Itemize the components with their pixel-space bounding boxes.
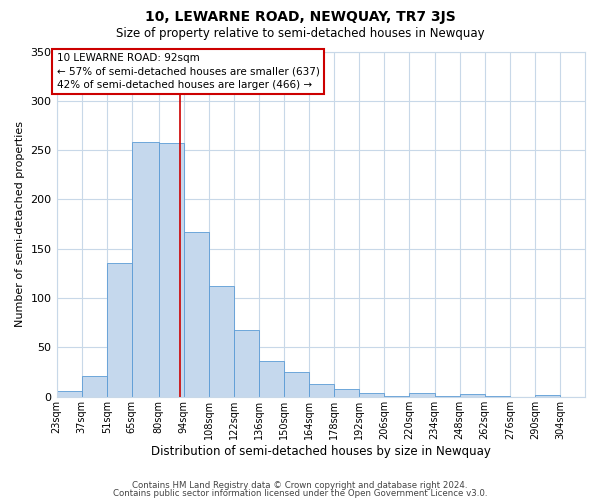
Bar (82, 376, 107, 397)
Text: Size of property relative to semi-detached houses in Newquay: Size of property relative to semi-detach… (116, 28, 484, 40)
Bar (107, 262, 132, 397)
Bar (184, 232, 209, 397)
Bar (309, 384, 334, 397)
Bar (132, 142, 158, 397)
Bar (434, 396, 460, 397)
Y-axis label: Number of semi-detached properties: Number of semi-detached properties (15, 121, 25, 327)
Bar (259, 362, 284, 397)
Text: 10, LEWARNE ROAD, NEWQUAY, TR7 3JS: 10, LEWARNE ROAD, NEWQUAY, TR7 3JS (145, 10, 455, 24)
Text: Contains public sector information licensed under the Open Government Licence v3: Contains public sector information licen… (113, 488, 487, 498)
Bar (334, 389, 359, 397)
Bar (535, 395, 560, 397)
Bar (409, 393, 434, 397)
Bar (209, 286, 234, 397)
Bar (284, 372, 309, 397)
Text: 10 LEWARNE ROAD: 92sqm
← 57% of semi-detached houses are smaller (637)
42% of se: 10 LEWARNE ROAD: 92sqm ← 57% of semi-det… (56, 54, 319, 90)
X-axis label: Distribution of semi-detached houses by size in Newquay: Distribution of semi-detached houses by … (151, 444, 491, 458)
Bar (460, 394, 485, 397)
Text: Contains HM Land Registry data © Crown copyright and database right 2024.: Contains HM Land Registry data © Crown c… (132, 481, 468, 490)
Bar (359, 393, 385, 397)
Bar (158, 143, 184, 397)
Bar (56, 391, 82, 397)
Bar (234, 330, 259, 397)
Bar (385, 396, 409, 397)
Bar (485, 396, 510, 397)
